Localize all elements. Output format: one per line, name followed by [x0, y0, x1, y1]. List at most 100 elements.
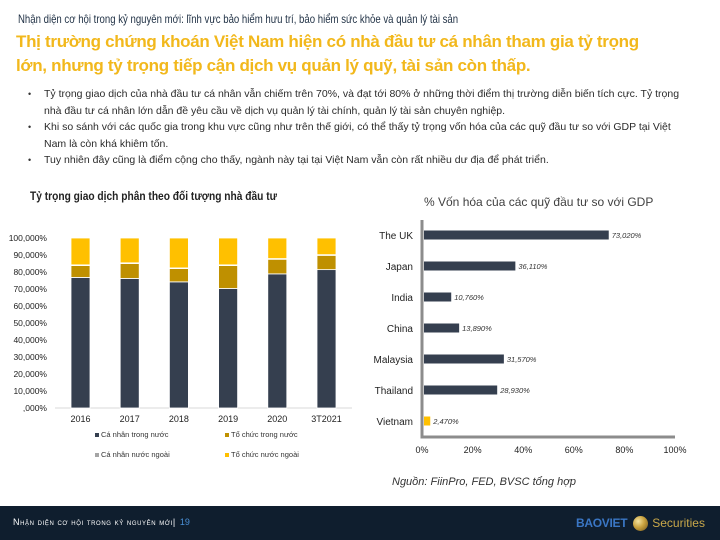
bar-segment-ca-nhan-trong-nuoc [218, 288, 239, 409]
hbar-chart-title: % Vốn hóa của các quỹ đầu tư so với GDP [424, 195, 654, 209]
legend-item: Tổ chức nước ngoài [225, 450, 299, 459]
legend-item: Tổ chức trong nước [225, 430, 298, 439]
footer-section-label: Nhận diện cơ hội trong kỷ nguyên mới| [13, 517, 176, 527]
legend-swatch [225, 433, 229, 437]
y-tick-label: 20,000% [13, 369, 47, 379]
category-label: The UK [379, 231, 413, 242]
fund-cap-gdp-bar-chart: The UK 73,020% Japan 36,110% India 10,760% Chi… [374, 220, 687, 455]
x-tick-label: 20% [464, 445, 482, 455]
bar-segment-to-chuc-nuoc-ngoai [267, 237, 288, 259]
data-label: 2,470% [432, 417, 459, 426]
x-tick-label: 2016 [70, 414, 90, 424]
legend-swatch [225, 453, 229, 457]
category-label: China [387, 324, 414, 335]
legend-swatch [95, 433, 99, 437]
bullet-text: Tuy nhiên đây cũng là điểm cộng cho thấy… [44, 154, 549, 166]
x-tick-label: 0% [415, 445, 428, 455]
slide-title-line: Thị trường chứng khoán Việt Nam hiện có … [16, 32, 639, 51]
page-number: 19 [179, 517, 190, 527]
y-tick-label: 90,000% [13, 250, 47, 260]
data-label: 31,570% [507, 355, 537, 364]
bullet-icon: • [28, 155, 32, 165]
legend-item: Cá nhân trong nước [95, 430, 169, 439]
y-tick-label: 40,000% [13, 335, 47, 345]
footer-section: Nhận diện cơ hội trong kỷ nguyên mới| 19 [13, 517, 190, 527]
legend-item: Cá nhân nước ngoài [95, 450, 170, 459]
footer-bar: Nhận diện cơ hội trong kỷ nguyên mới| 19 … [0, 506, 720, 540]
data-label: 13,890% [462, 324, 492, 333]
bar-segment-to-chuc-trong-nuoc [218, 265, 239, 289]
y-tick-label: 100,000% [9, 233, 48, 243]
x-tick-label: 80% [615, 445, 633, 455]
data-label: 36,110% [518, 262, 547, 271]
bar-vietnam [424, 416, 431, 426]
bullet-icon: • [28, 89, 32, 99]
bar-segment-ca-nhan-trong-nuoc [70, 277, 91, 409]
x-tick-label: 3T2021 [311, 414, 342, 424]
bar-segment-to-chuc-nuoc-ngoai [218, 237, 239, 266]
category-label: Vietnam [376, 417, 413, 428]
legend-label: Cá nhân nước ngoài [101, 450, 170, 459]
category-label: Malaysia [374, 355, 414, 366]
bullet-item: • Khi so sánh với các quốc gia trong khu … [0, 119, 684, 152]
bullet-text: Tỷ trọng giao dịch của nhà đầu tư cá nhâ… [44, 88, 680, 117]
y-tick-label: 70,000% [13, 284, 47, 294]
bar-segment-to-chuc-trong-nuoc [119, 263, 140, 279]
y-tick-label: 30,000% [13, 352, 47, 362]
bar-segment-ca-nhan-trong-nuoc [119, 278, 140, 409]
y-tick-label: 80,000% [13, 267, 47, 277]
deck-subtitle: Nhận diện cơ hội trong kỷ nguyên mới: lĩ… [18, 12, 459, 26]
bar-segment-to-chuc-nuoc-ngoai [119, 237, 140, 264]
x-tick-label: 2020 [267, 414, 287, 424]
bar-china [424, 323, 460, 333]
bullet-list: • Tỷ trọng giao dịch của nhà đầu tư cá nh… [0, 86, 690, 169]
bar-india [424, 292, 452, 302]
slide-title-line: lớn, nhưng tỷ trọng tiếp cận dịch vụ quả… [16, 56, 531, 75]
bar-segment-to-chuc-trong-nuoc [70, 265, 91, 278]
globe-icon [633, 515, 649, 531]
bullet-text: Khi so sánh với các quốc gia trong khu v… [44, 121, 671, 150]
bar-the-uk [424, 230, 609, 240]
bar-segment-ca-nhan-trong-nuoc [267, 273, 288, 409]
bullet-item: • Tỷ trọng giao dịch của nhà đầu tư cá nh… [0, 86, 684, 119]
bar-malaysia [424, 354, 504, 364]
bar-segment-ca-nhan-trong-nuoc [316, 269, 337, 409]
bar-thailand [424, 385, 498, 395]
bar-segment-to-chuc-trong-nuoc [168, 268, 189, 283]
bar-segment-ca-nhan-trong-nuoc [168, 281, 189, 409]
y-tick-label: 60,000% [13, 301, 47, 311]
logo-brand-text: BAOVIET [576, 516, 628, 530]
data-label: 10,760% [454, 293, 484, 302]
y-tick-label: 50,000% [13, 318, 47, 328]
stacked-chart-title: Tỷ trọng giao dịch phân theo đối tượng n… [30, 189, 277, 203]
bar-segment-to-chuc-nuoc-ngoai [70, 237, 91, 266]
category-label: Japan [386, 262, 413, 273]
bar-japan [424, 261, 516, 271]
source-note: Nguồn: FiinPro, FED, BVSC tổng hợp [392, 476, 576, 488]
company-logo: BAOVIET Securities [576, 515, 705, 531]
bar-segment-to-chuc-trong-nuoc [316, 254, 337, 271]
category-label: India [391, 293, 413, 304]
legend-label: Cá nhân trong nước [101, 430, 169, 439]
y-tick-label: 10,000% [13, 386, 47, 396]
legend-swatch [95, 453, 99, 457]
x-tick-label: 100% [663, 445, 686, 455]
y-tick-label: ,000% [23, 403, 48, 413]
x-tick-label: 2017 [120, 414, 140, 424]
data-label: 28,930% [499, 386, 530, 395]
data-label: 73,020% [612, 231, 642, 240]
logo-suffix-text: Securities [652, 516, 705, 530]
investor-share-stacked-chart: 100,000% 90,000% 80,000% 70,000% 60,000% 50,0… [9, 233, 352, 459]
x-tick-label: 40% [514, 445, 532, 455]
x-tick-label: 2018 [169, 414, 189, 424]
category-label: Thailand [375, 386, 413, 397]
bullet-item: • Tuy nhiên đây cũng là điểm cộng cho thấ… [0, 152, 684, 169]
x-tick-label: 2019 [218, 414, 238, 424]
legend-label: Tổ chức trong nước [231, 430, 298, 439]
bar-segment-to-chuc-trong-nuoc [267, 258, 288, 275]
bar-segment-to-chuc-nuoc-ngoai [168, 237, 189, 269]
x-tick-label: 60% [565, 445, 583, 455]
slide-title: Thị trường chứng khoán Việt Nam hiện có … [16, 30, 639, 78]
bullet-icon: • [28, 122, 32, 132]
bar-segment-to-chuc-nuoc-ngoai [316, 237, 337, 256]
